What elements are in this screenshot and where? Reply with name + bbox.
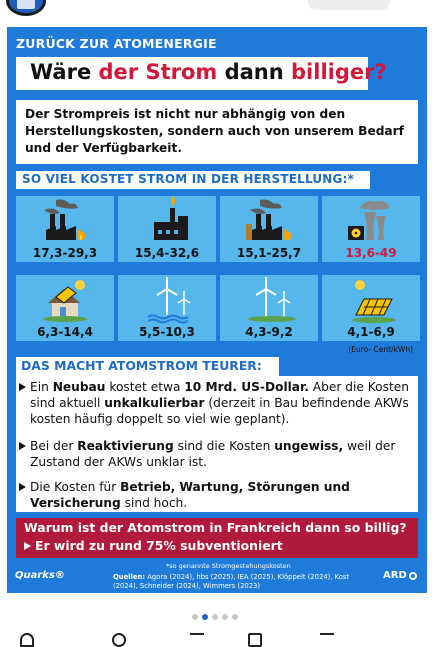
cost-value: 17,3-29,3	[32, 246, 98, 260]
top-pill-button[interactable]	[308, 0, 390, 10]
nuclear-plant-icon	[348, 200, 390, 240]
cost-value: 15,4-32,6	[134, 246, 200, 260]
intro-text: Der Strompreis ist nicht nur abhängig vo…	[25, 107, 404, 155]
lignite-plant-icon	[246, 199, 292, 240]
cost-cell-gas: 15,4-32,6	[118, 196, 216, 262]
cost-cell-offshore-wind: 5,5-10,3	[118, 275, 216, 341]
subsidy-question: Warum ist der Atomstrom in Frankreich da…	[24, 520, 407, 535]
cost-value: 15,1-25,7	[236, 246, 302, 260]
bullet-arrow-icon	[19, 442, 26, 450]
share-icon[interactable]	[190, 633, 204, 647]
intro-box: Der Strompreis ist nicht nur abhängig vo…	[16, 100, 418, 164]
profile-avatar[interactable]	[6, 0, 46, 16]
footnote: *so genannte Stromgestehungskosten	[166, 562, 291, 570]
cost-value: 6,3-14,4	[37, 325, 93, 339]
onshore-wind-icon	[248, 277, 296, 322]
cost-value-highlight: 13,6-49	[345, 246, 397, 260]
cost-cell-rooftop-solar: 6,3-14,4	[16, 275, 114, 341]
carousel-dot[interactable]	[192, 614, 198, 620]
kicker: ZURÜCK ZUR ATOMENERGIE	[16, 36, 217, 51]
cost-cell-onshore-wind: 4,3-9,2	[220, 275, 318, 341]
cost-value: 5,5-10,3	[139, 325, 195, 339]
like-icon[interactable]	[20, 633, 34, 647]
subsidy-box: Warum ist der Atomstrom in Frankreich da…	[16, 518, 418, 558]
carousel-dot-active[interactable]	[202, 614, 208, 620]
bullet-arrow-icon	[19, 383, 26, 391]
page-title: Wäre der Strom dann billiger?	[30, 60, 387, 84]
coal-plant-icon	[44, 199, 86, 240]
action-bar	[0, 630, 435, 647]
infographic-card: ZURÜCK ZUR ATOMENERGIE Wäre der Strom da…	[7, 27, 427, 593]
bullet-arrow-icon	[19, 483, 26, 491]
carousel-dot[interactable]	[212, 614, 218, 620]
answer-arrow-icon	[24, 542, 31, 550]
cost-cell-lignite: 15,1-25,7	[220, 196, 318, 262]
reasons-list: Ein Neubau kostet etwa 10 Mrd. US-Dollar…	[16, 376, 418, 512]
carousel-dot[interactable]	[222, 614, 228, 620]
unit-label: (Euro- Cent/kWh)	[348, 345, 413, 354]
cost-value: 4,3-9,2	[245, 325, 293, 339]
solar-park-icon	[352, 280, 396, 323]
cost-cell-nuclear: 13,6-49	[322, 196, 420, 262]
cost-cell-solar-park: 4,1-6,9	[322, 275, 420, 341]
quarks-logo: Quarks®	[15, 570, 65, 581]
rooftop-solar-icon	[43, 280, 87, 322]
cost-cell-coal: 17,3-29,3	[16, 196, 114, 262]
sources: Quellen: Agora (2024), hbs (2025), IEA (…	[113, 573, 350, 590]
section-heading-costs: SO VIEL KOSTET STROM IN DER HERSTELLUNG:…	[16, 171, 370, 189]
cost-value: 4,1-6,9	[347, 325, 395, 339]
title-box: Wäre der Strom dann billiger?	[16, 57, 387, 90]
carousel-dot[interactable]	[232, 614, 238, 620]
section-heading-reasons: DAS MACHT ATOMSTROM TEURER:	[16, 357, 279, 376]
top-bar	[0, 0, 435, 22]
repost-icon[interactable]	[248, 633, 262, 647]
gas-plant-icon	[154, 196, 188, 240]
offshore-wind-icon	[147, 277, 191, 324]
comment-icon[interactable]	[112, 633, 126, 647]
subsidy-answer: Er wird zu rund 75% subventioniert	[24, 538, 283, 553]
ard-logo: ARD	[383, 570, 417, 581]
bookmark-icon[interactable]	[320, 633, 334, 647]
